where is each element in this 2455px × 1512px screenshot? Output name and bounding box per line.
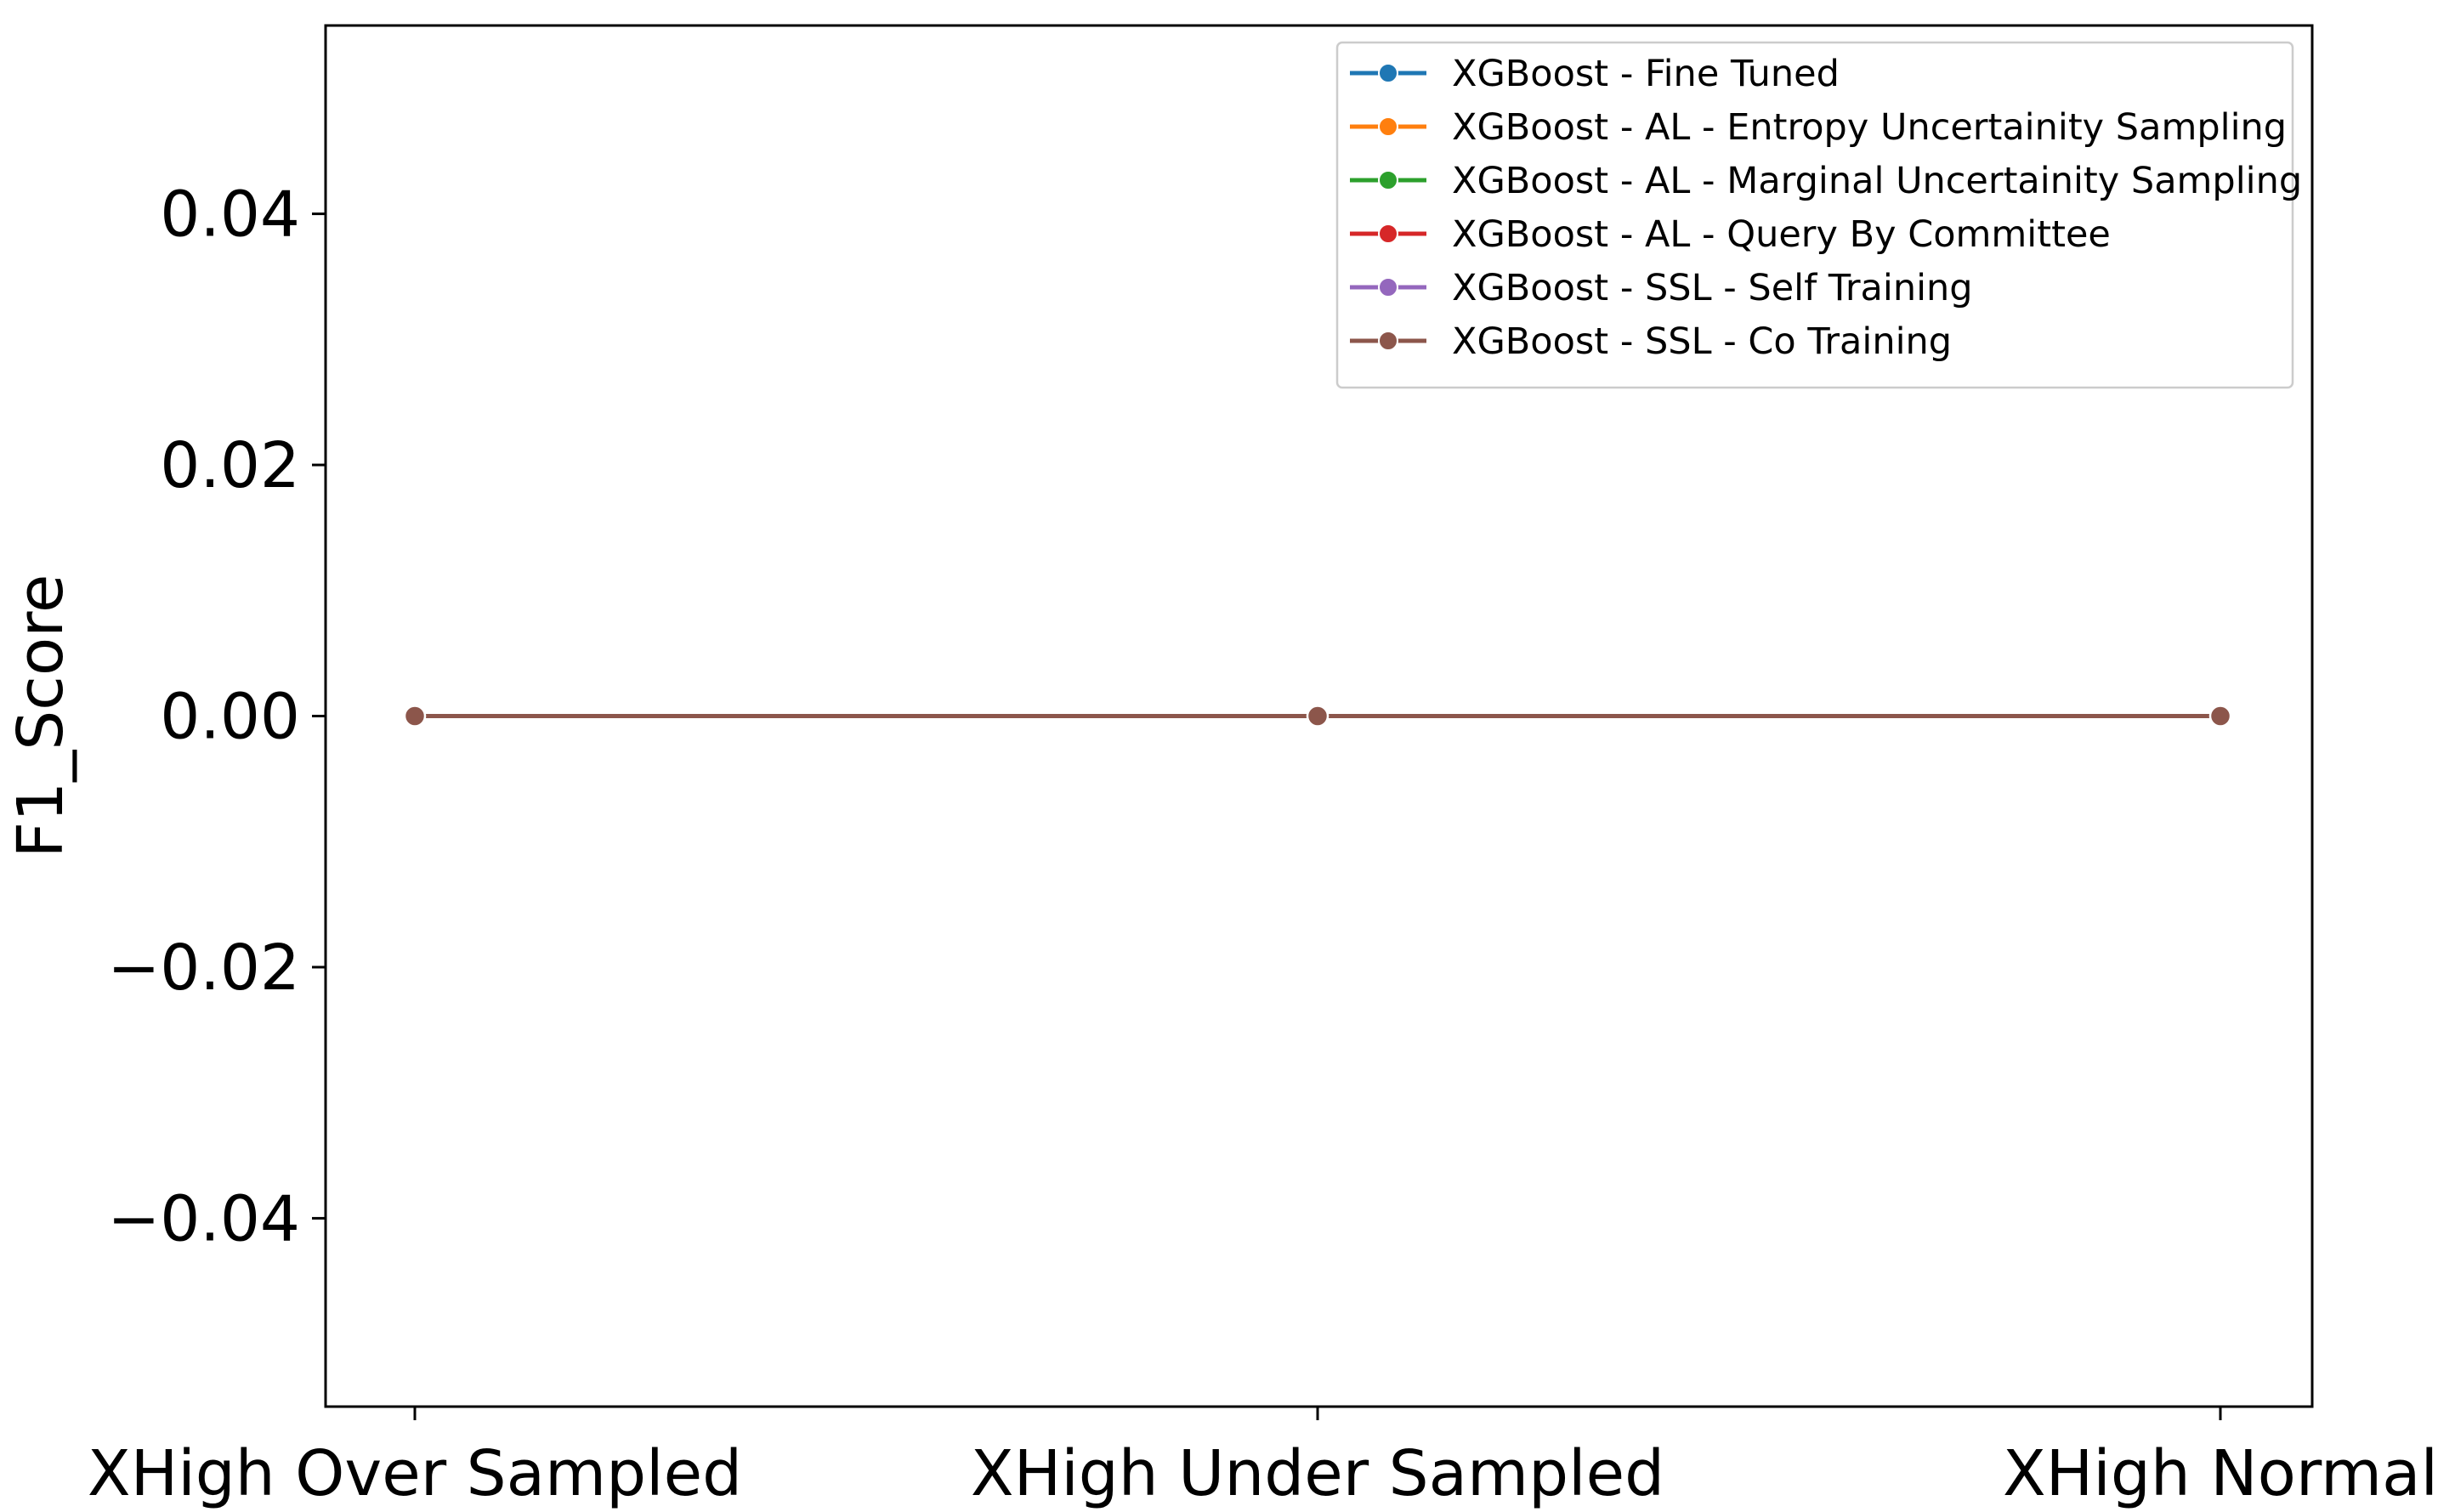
legend-marker — [1378, 170, 1398, 190]
y-tick-label: −0.04 — [107, 1182, 300, 1255]
y-tick-label: 0.02 — [160, 429, 300, 502]
legend-entry: XGBoost - AL - Query By Committee — [1350, 213, 2111, 256]
legend: XGBoost - Fine Tuned XGBoost - AL - Entro… — [1335, 41, 2302, 389]
legend-entry: XGBoost - AL - Entropy Uncertainity Samp… — [1350, 106, 2287, 149]
x-tick-label: XHigh Over Sampled — [88, 1437, 742, 1510]
legend-marker — [1378, 63, 1398, 83]
legend-entry: XGBoost - SSL - Co Training — [1350, 320, 1952, 363]
legend-label: XGBoost - AL - Marginal Uncertainity Sam… — [1452, 160, 2302, 202]
y-tick-label: 0.04 — [160, 178, 300, 252]
x-tick-label: XHigh Under Sampled — [971, 1437, 1664, 1510]
legend-label: XGBoost - AL - Entropy Uncertainity Samp… — [1452, 106, 2287, 149]
series-layer — [403, 705, 2232, 728]
y-tick-label: 0.00 — [160, 681, 300, 754]
legend-marker — [1378, 331, 1398, 351]
legend-label: XGBoost - SSL - Co Training — [1452, 320, 1952, 363]
legend-entry: XGBoost - SSL - Self Training — [1350, 267, 1973, 309]
data-point — [2208, 705, 2232, 728]
x-axis: XHigh Over Sampled XHigh Under Sampled XHi… — [88, 1407, 2438, 1510]
data-point — [1306, 705, 1330, 728]
data-point — [403, 705, 427, 728]
y-tick-label: −0.02 — [107, 932, 300, 1005]
legend-marker — [1378, 224, 1398, 244]
y-axis-label: F1_Score — [4, 575, 77, 858]
legend-entry: XGBoost - AL - Marginal Uncertainity Sam… — [1350, 160, 2302, 202]
legend-entry: XGBoost - Fine Tuned — [1350, 53, 1840, 95]
legend-label: XGBoost - Fine Tuned — [1452, 53, 1840, 95]
legend-box — [1335, 41, 2294, 389]
series-group — [403, 705, 2232, 728]
legend-label: XGBoost - SSL - Self Training — [1452, 267, 1973, 309]
legend-marker — [1378, 116, 1398, 137]
legend-label: XGBoost - AL - Query By Committee — [1452, 213, 2111, 256]
x-tick-label: XHigh Normal — [2003, 1437, 2438, 1510]
legend-marker — [1378, 277, 1398, 297]
y-axis: −0.04 −0.02 0.00 0.02 0.04 — [107, 178, 326, 1255]
